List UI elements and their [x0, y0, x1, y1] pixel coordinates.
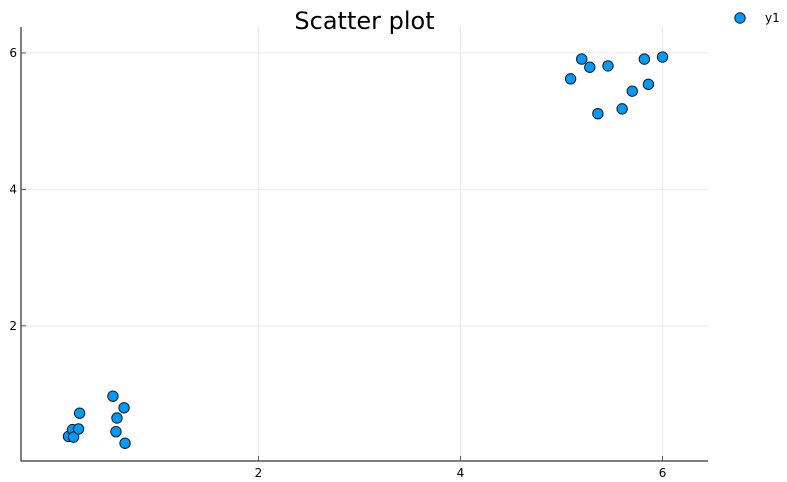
scatter-point: [107, 390, 119, 402]
scatter-points: [62, 51, 669, 449]
legend-label-y1: y1: [765, 11, 780, 25]
y-tick-label: 2: [9, 319, 17, 333]
scatter-point: [111, 412, 123, 424]
scatter-point: [616, 103, 628, 115]
scatter-point: [564, 73, 577, 85]
scatter-point: [638, 53, 651, 65]
grid-layer: [21, 27, 708, 461]
scatter-point: [656, 51, 669, 63]
scatter-point: [602, 60, 614, 72]
tick-layer: 2 4 6 2 4 6: [9, 46, 666, 480]
legend: y1: [734, 11, 780, 25]
x-tick-label: 6: [659, 466, 667, 480]
y-tick-label: 6: [9, 46, 17, 60]
scatter-point: [119, 437, 131, 449]
scatter-point: [110, 425, 122, 438]
scatter-point: [592, 107, 604, 120]
y-tick-label: 4: [9, 182, 17, 196]
scatter-point: [72, 423, 85, 435]
scatter-point: [642, 78, 655, 91]
scatter-point: [626, 85, 638, 97]
scatter-point: [73, 407, 86, 419]
axis-layer: [20, 27, 708, 462]
legend-marker: [734, 12, 746, 24]
scatter-point: [67, 431, 80, 443]
x-tick-label: 4: [457, 466, 465, 480]
scatter-point: [584, 61, 596, 73]
scatter-point: [576, 53, 588, 65]
scatter-point: [118, 402, 130, 414]
x-tick-label: 2: [255, 466, 263, 480]
chart-title: Scatter plot: [294, 7, 434, 35]
